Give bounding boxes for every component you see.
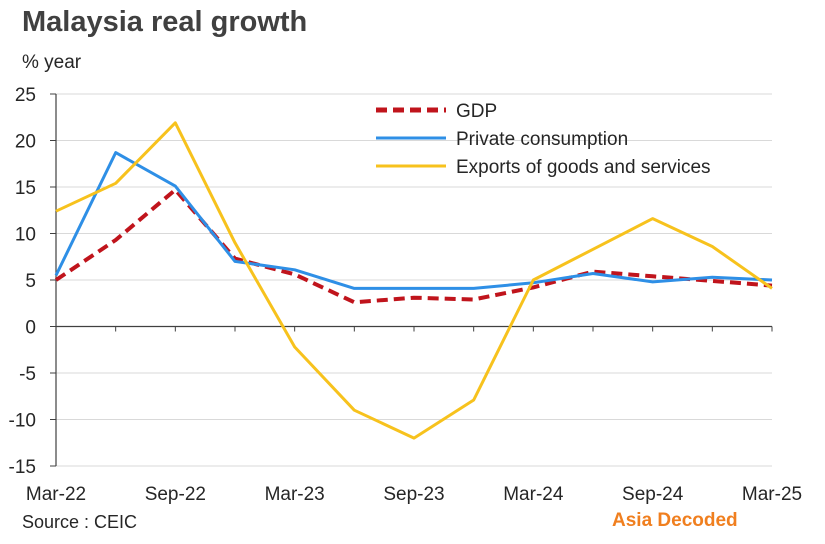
series-line-exports-of-goods-and-services	[55, 121, 773, 440]
x-tick-label: Mar-23	[265, 484, 325, 505]
y-tick-label: -10	[9, 411, 36, 432]
y-axis-ticks: 25 20 15 10 5 0 -5 -10 -15	[9, 85, 56, 478]
chart-title: Malaysia real growth	[22, 6, 308, 38]
series-line-gdp	[54, 187, 773, 305]
y-axis-unit-label: % year	[22, 52, 82, 73]
y-tick-label: 15	[15, 178, 36, 199]
x-tick-label: Mar-24	[503, 484, 564, 505]
source-note: Source : CEIC	[22, 512, 138, 532]
brand-logo-text: Asia Decoded	[612, 510, 738, 531]
series-lines	[54, 121, 773, 440]
x-axis-ticks: Mar-22 Sep-22 Mar-23 Sep-23 Mar-24 Sep-24 Mar-…	[26, 326, 802, 505]
x-tick-label: Sep-24	[622, 484, 684, 505]
legend-label: GDP	[456, 101, 497, 122]
series-line-private-consumption	[54, 151, 773, 290]
y-tick-label: 5	[25, 271, 36, 292]
y-tick-label: 20	[15, 132, 36, 153]
legend-label: Private consumption	[456, 129, 628, 150]
gridlines	[56, 93, 772, 467]
legend-label: Exports of goods and services	[456, 157, 711, 178]
legend: GDP Private consumption Exports of goods a…	[376, 101, 711, 178]
x-tick-label: Mar-22	[26, 484, 86, 505]
y-tick-label: 10	[15, 225, 36, 246]
x-tick-label: Mar-25	[742, 484, 802, 505]
y-tick-label: -5	[19, 364, 36, 385]
y-tick-label: 25	[15, 85, 36, 106]
y-tick-label: -15	[9, 457, 36, 478]
x-tick-label: Sep-23	[383, 484, 444, 505]
x-tick-label: Sep-22	[145, 484, 206, 505]
y-tick-label: 0	[25, 318, 36, 339]
